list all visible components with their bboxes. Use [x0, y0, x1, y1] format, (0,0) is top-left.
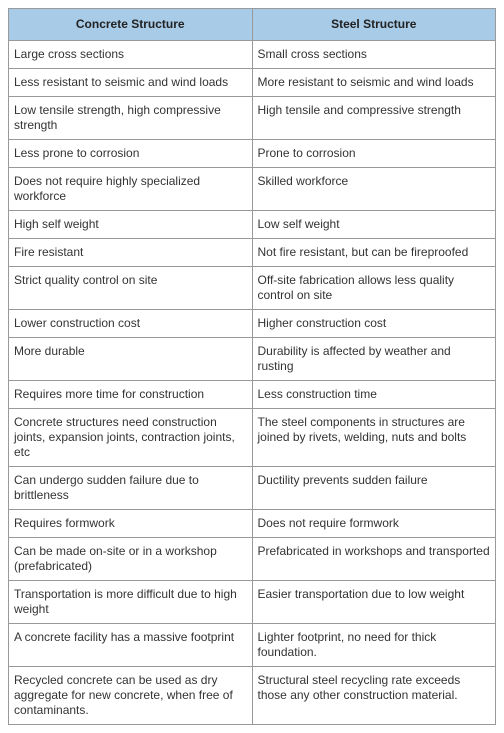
comparison-table: Concrete Structure Steel Structure Large…: [8, 8, 496, 725]
table-row: Fire resistantNot fire resistant, but ca…: [9, 239, 496, 267]
cell-steel: Low self weight: [252, 211, 496, 239]
table-row: Requires formworkDoes not require formwo…: [9, 510, 496, 538]
cell-concrete: A concrete facility has a massive footpr…: [9, 624, 253, 667]
cell-steel: High tensile and compressive strength: [252, 97, 496, 140]
cell-steel: Higher construction cost: [252, 310, 496, 338]
cell-concrete: Less prone to corrosion: [9, 140, 253, 168]
cell-concrete: Requires more time for construction: [9, 381, 253, 409]
table-row: Transportation is more difficult due to …: [9, 581, 496, 624]
cell-steel: Ductility prevents sudden failure: [252, 467, 496, 510]
table-row: Requires more time for constructionLess …: [9, 381, 496, 409]
cell-steel: Prefabricated in workshops and transport…: [252, 538, 496, 581]
table-row: Strict quality control on siteOff-site f…: [9, 267, 496, 310]
cell-steel: Structural steel recycling rate exceeds …: [252, 667, 496, 725]
cell-steel: Does not require formwork: [252, 510, 496, 538]
table-row: Less resistant to seismic and wind loads…: [9, 69, 496, 97]
table-row: High self weightLow self weight: [9, 211, 496, 239]
cell-concrete: Recycled concrete can be used as dry agg…: [9, 667, 253, 725]
cell-steel: Durability is affected by weather and ru…: [252, 338, 496, 381]
cell-concrete: Does not require highly specialized work…: [9, 168, 253, 211]
cell-concrete: Concrete structures need construction jo…: [9, 409, 253, 467]
header-concrete: Concrete Structure: [9, 9, 253, 41]
cell-steel: Not fire resistant, but can be fireproof…: [252, 239, 496, 267]
cell-concrete: Strict quality control on site: [9, 267, 253, 310]
cell-steel: Small cross sections: [252, 41, 496, 69]
table-row: Recycled concrete can be used as dry agg…: [9, 667, 496, 725]
table-row: More durableDurability is affected by we…: [9, 338, 496, 381]
cell-steel: Easier transportation due to low weight: [252, 581, 496, 624]
table-row: A concrete facility has a massive footpr…: [9, 624, 496, 667]
cell-steel: Lighter footprint, no need for thick fou…: [252, 624, 496, 667]
cell-concrete: Transportation is more difficult due to …: [9, 581, 253, 624]
cell-steel: Less construction time: [252, 381, 496, 409]
table-row: Lower construction costHigher constructi…: [9, 310, 496, 338]
cell-concrete: Low tensile strength, high compressive s…: [9, 97, 253, 140]
cell-steel: The steel components in structures are j…: [252, 409, 496, 467]
table-row: Does not require highly specialized work…: [9, 168, 496, 211]
cell-concrete: More durable: [9, 338, 253, 381]
cell-steel: More resistant to seismic and wind loads: [252, 69, 496, 97]
cell-steel: Skilled workforce: [252, 168, 496, 211]
header-steel: Steel Structure: [252, 9, 496, 41]
cell-steel: Off-site fabrication allows less quality…: [252, 267, 496, 310]
cell-concrete: Less resistant to seismic and wind loads: [9, 69, 253, 97]
table-row: Concrete structures need construction jo…: [9, 409, 496, 467]
cell-concrete: Fire resistant: [9, 239, 253, 267]
cell-concrete: High self weight: [9, 211, 253, 239]
cell-concrete: Requires formwork: [9, 510, 253, 538]
table-row: Large cross sectionsSmall cross sections: [9, 41, 496, 69]
table-header-row: Concrete Structure Steel Structure: [9, 9, 496, 41]
cell-steel: Prone to corrosion: [252, 140, 496, 168]
table-row: Can undergo sudden failure due to brittl…: [9, 467, 496, 510]
cell-concrete: Lower construction cost: [9, 310, 253, 338]
table-row: Less prone to corrosionProne to corrosio…: [9, 140, 496, 168]
cell-concrete: Can undergo sudden failure due to brittl…: [9, 467, 253, 510]
cell-concrete: Large cross sections: [9, 41, 253, 69]
table-row: Can be made on-site or in a workshop (pr…: [9, 538, 496, 581]
table-body: Large cross sectionsSmall cross sections…: [9, 41, 496, 725]
cell-concrete: Can be made on-site or in a workshop (pr…: [9, 538, 253, 581]
table-row: Low tensile strength, high compressive s…: [9, 97, 496, 140]
